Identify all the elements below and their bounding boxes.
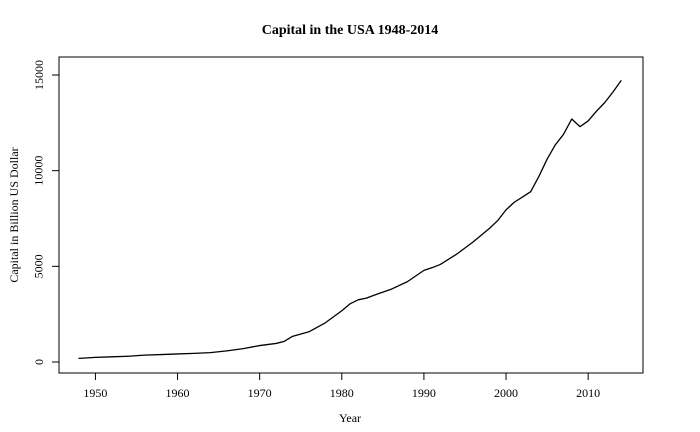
y-tick-label-10000: 10000 <box>32 156 46 186</box>
series-layer <box>78 80 622 360</box>
x-axis: 1950 1960 1970 1980 1990 2000 2010 <box>83 372 600 400</box>
x-axis-title: Year <box>339 411 361 425</box>
plot-frame <box>58 56 644 374</box>
y-tick-label-15000: 15000 <box>32 60 46 90</box>
x-tick-label-2000: 2000 <box>494 386 518 400</box>
x-tick-label-2010: 2010 <box>576 386 600 400</box>
chart-title: Capital in the USA 1948-2014 <box>262 23 439 38</box>
y-axis: 0 5000 10000 15000 <box>32 60 60 365</box>
x-tick-label-1970: 1970 <box>248 386 272 400</box>
y-axis-title: Capital in Billion US Dollar <box>7 147 21 282</box>
x-tick-label-1960: 1960 <box>166 386 190 400</box>
x-tick-label-1980: 1980 <box>330 386 354 400</box>
y-tick-label-5000: 5000 <box>32 254 46 278</box>
y-tick-label-0: 0 <box>32 359 46 365</box>
x-tick-label-1990: 1990 <box>412 386 436 400</box>
series-line-0 <box>78 80 622 360</box>
x-tick-label-1950: 1950 <box>83 386 107 400</box>
